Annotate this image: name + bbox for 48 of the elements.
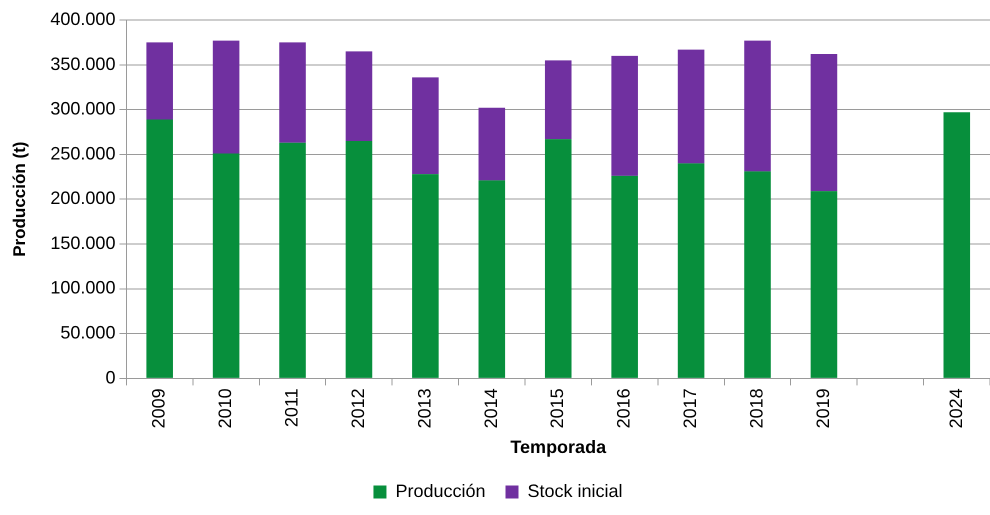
legend-label: Stock inicial — [528, 480, 623, 501]
bar — [346, 140, 372, 378]
x-tick-label: 2017 — [680, 388, 700, 428]
x-tick-label: 2019 — [812, 388, 833, 428]
x-tick-label: 2015 — [547, 388, 568, 428]
y-tick-label: 50.000 — [60, 322, 116, 343]
bar — [412, 77, 439, 174]
bar — [810, 54, 838, 192]
y-tick-label: 350.000 — [50, 54, 116, 74]
bar — [146, 119, 173, 378]
x-tick-label: 2010 — [215, 388, 236, 428]
y-tick-label: 100.000 — [50, 278, 116, 298]
x-tick-label: 2012 — [348, 388, 368, 428]
bar — [744, 171, 771, 378]
bar — [346, 51, 372, 141]
bar — [944, 112, 970, 378]
bar — [279, 42, 306, 143]
bar — [611, 56, 638, 176]
y-tick-label: 400.000 — [50, 8, 116, 29]
x-tick-label: 2014 — [480, 388, 501, 428]
y-tick-label: 300.000 — [50, 98, 116, 119]
x-tick-label: 2013 — [414, 388, 434, 428]
bar — [678, 163, 704, 378]
x-axis-title: Temporada — [510, 437, 608, 458]
bar — [744, 40, 771, 172]
bar — [544, 139, 572, 378]
x-tick-label: 2016 — [614, 388, 634, 428]
bar — [611, 176, 638, 378]
y-tick-label: 0 — [105, 367, 116, 388]
x-tick-label: 2011 — [282, 388, 302, 428]
bar — [478, 180, 506, 378]
y-axis-title: Producción (t) — [10, 142, 29, 257]
x-tick-label: 2018 — [746, 388, 766, 428]
bar — [544, 60, 572, 140]
y-tick-label: 250.000 — [50, 143, 116, 164]
bar — [412, 174, 439, 378]
bar — [279, 142, 306, 378]
bar — [212, 40, 240, 154]
bar — [212, 153, 240, 378]
bar — [478, 108, 506, 180]
bar — [146, 42, 173, 120]
legend-label: Producción — [395, 480, 486, 501]
y-tick-label: 150.000 — [50, 232, 116, 253]
x-tick-label: 2024 — [946, 388, 966, 428]
bar — [810, 191, 838, 378]
x-tick-label: 2009 — [148, 388, 169, 428]
bar — [678, 50, 704, 164]
y-tick-label: 200.000 — [50, 188, 116, 208]
